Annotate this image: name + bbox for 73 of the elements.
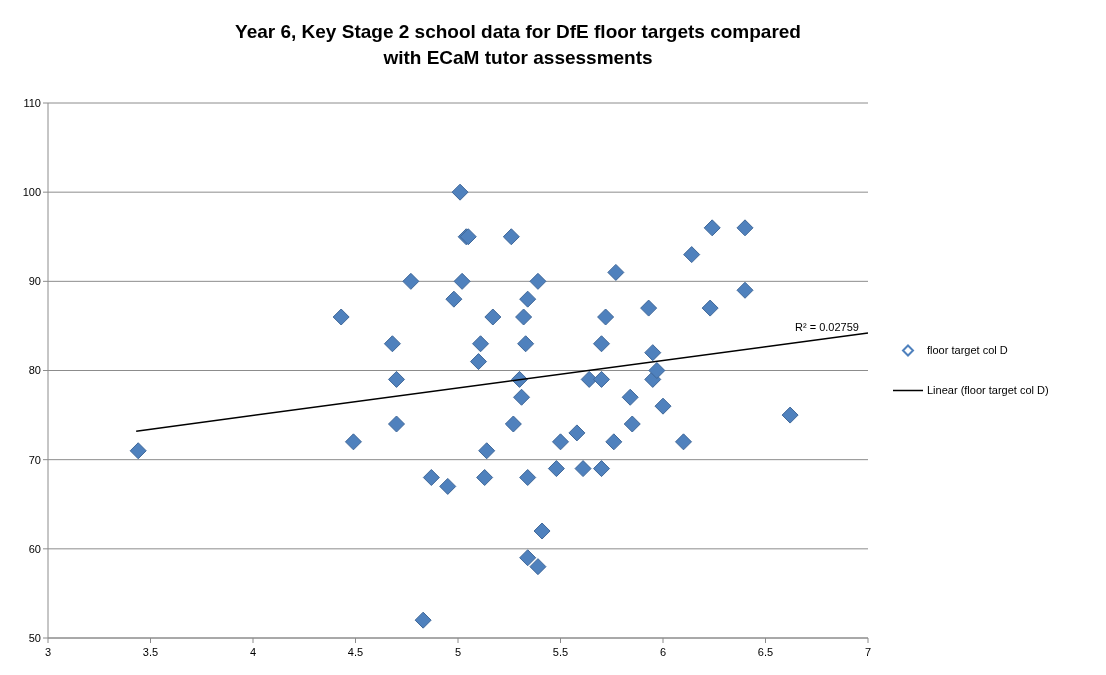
annotation: R² = 0.02759 xyxy=(795,320,859,333)
y-tick-label: 90 xyxy=(28,275,41,288)
y-tick-label: 110 xyxy=(23,96,41,109)
point xyxy=(533,522,551,540)
x-tick-label: 6.5 xyxy=(757,646,774,658)
point xyxy=(605,433,623,451)
x-tick-label: 5.5 xyxy=(552,646,569,658)
point xyxy=(472,335,490,353)
x-tick-label: 7 xyxy=(864,646,872,658)
point xyxy=(547,460,565,478)
x-tick-label: 4.5 xyxy=(347,646,364,658)
y-tick-label: 60 xyxy=(28,542,41,555)
x-tick-label: 4 xyxy=(249,646,257,658)
point xyxy=(736,281,754,299)
point xyxy=(654,397,672,415)
point xyxy=(580,370,598,388)
point xyxy=(344,433,362,451)
y-tick-label: 50 xyxy=(28,631,41,644)
point xyxy=(644,344,662,362)
point xyxy=(383,335,401,353)
point xyxy=(701,299,719,317)
point xyxy=(478,442,496,460)
point xyxy=(517,335,535,353)
x-tick-label: 3.5 xyxy=(142,646,159,658)
point xyxy=(332,308,350,326)
point xyxy=(607,263,625,281)
x-tick-label: 3 xyxy=(44,646,52,658)
point xyxy=(484,308,502,326)
point xyxy=(552,433,569,451)
point xyxy=(513,388,531,406)
point xyxy=(574,460,592,478)
point xyxy=(593,370,610,388)
point xyxy=(529,272,547,290)
point xyxy=(736,219,754,237)
point xyxy=(703,219,721,237)
point xyxy=(129,442,147,460)
point xyxy=(515,308,533,326)
y-tick-label: 80 xyxy=(28,364,41,377)
point xyxy=(445,290,463,308)
point xyxy=(519,549,537,567)
point xyxy=(414,611,432,629)
point xyxy=(529,558,547,576)
point xyxy=(675,433,692,451)
point xyxy=(568,424,586,442)
point xyxy=(683,246,701,264)
chart-title: Year 6, Key Stage 2 school data for DfE floor targets compared with ECaM tutor assessments xyxy=(235,21,801,68)
x-tick-label: 5 xyxy=(454,646,462,658)
y-tick-label: 70 xyxy=(28,453,41,466)
x-tick-label: 6 xyxy=(659,646,667,658)
point xyxy=(519,469,537,486)
point xyxy=(470,353,487,371)
point xyxy=(597,308,615,326)
point xyxy=(621,388,639,406)
point xyxy=(519,290,537,308)
point xyxy=(640,299,658,317)
point xyxy=(648,362,666,379)
point xyxy=(502,228,520,246)
y-tick-label: 100 xyxy=(22,186,41,199)
point xyxy=(422,469,440,486)
point xyxy=(453,272,471,290)
point xyxy=(439,477,457,495)
point xyxy=(593,335,610,353)
point xyxy=(476,469,494,486)
point xyxy=(402,272,420,290)
point xyxy=(451,183,469,201)
point xyxy=(623,415,641,433)
legend-label: floor target col D xyxy=(927,344,1008,357)
point xyxy=(388,370,405,388)
point xyxy=(504,415,522,433)
point xyxy=(781,406,799,424)
legend-label: Linear (floor target col D) xyxy=(927,384,1049,397)
point xyxy=(388,415,405,433)
point xyxy=(593,460,610,478)
